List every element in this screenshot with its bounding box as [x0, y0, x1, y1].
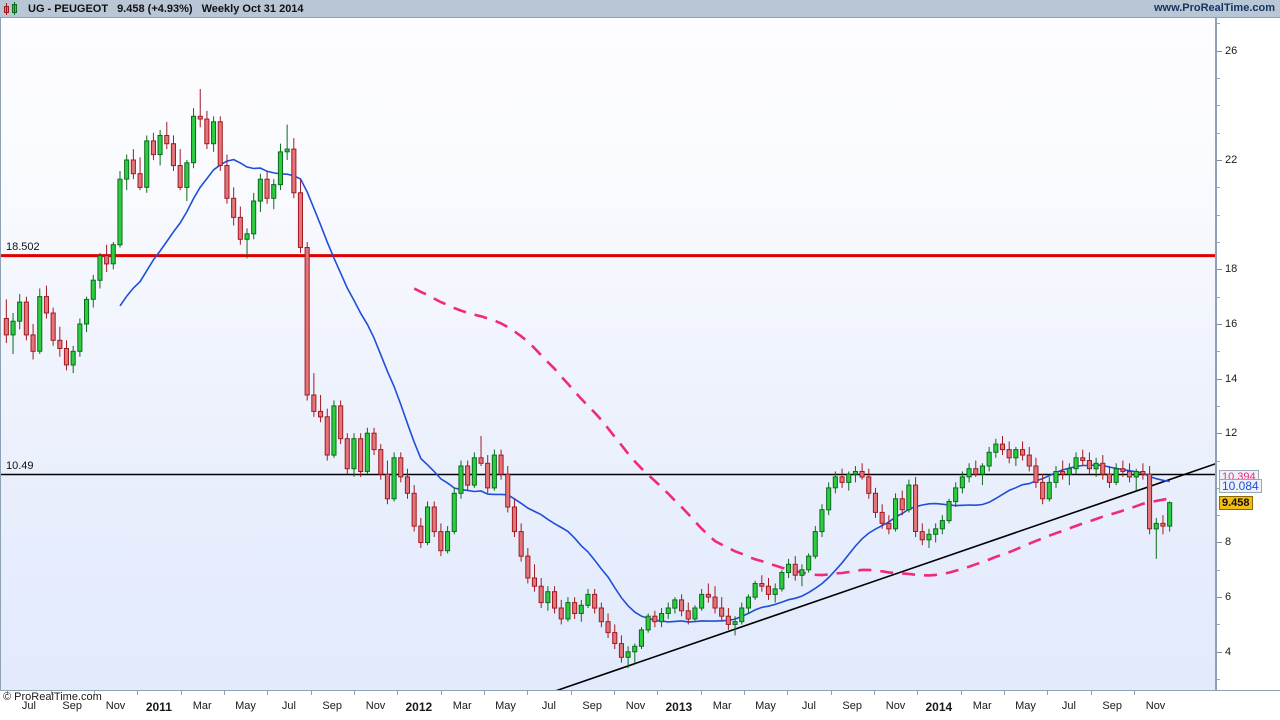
chart-plot-area[interactable]: 18.502 10.49 — [0, 18, 1216, 690]
date-tick-Sep: Sep — [322, 700, 342, 712]
date-tick-Mar: Mar — [712, 700, 732, 712]
date-separator — [93, 691, 95, 695]
date-separator — [743, 691, 745, 695]
date-separator — [50, 691, 52, 695]
chart-title: UG - PEUGEOT 9.458 (+4.93%) Weekly Oct 31 … — [28, 3, 304, 15]
date-tick-2013: 2013 — [665, 700, 693, 714]
date-tick-Nov: Nov — [105, 700, 126, 712]
price-minor-tick — [1217, 132, 1220, 134]
date-separator — [830, 691, 832, 695]
date-separator — [353, 691, 355, 695]
date-separator — [570, 691, 572, 695]
price-minor-tick — [1217, 23, 1220, 25]
date-separator — [7, 691, 9, 695]
price-minor-tick — [1217, 351, 1220, 353]
resistance-level-label: 18.502 — [6, 240, 40, 253]
date-separator — [1047, 691, 1049, 695]
symbol-label: UG - PEUGEOT — [28, 2, 109, 15]
price-minor-tick — [1217, 624, 1220, 626]
date-separator — [960, 691, 962, 695]
date-separator — [527, 691, 529, 695]
date-tick-May: May — [235, 700, 256, 712]
price-minor-tick — [1217, 78, 1220, 80]
timeframe-label: Weekly — [201, 2, 240, 15]
date-separator — [310, 691, 312, 695]
date-tick-May: May — [755, 700, 776, 712]
date-separator — [1133, 691, 1135, 695]
date-tick-2011: 2011 — [145, 700, 172, 714]
date-tick-2014: 2014 — [925, 700, 953, 714]
copyright-label: © ProRealTime.com — [3, 691, 102, 703]
price-minor-tick — [1217, 105, 1220, 107]
price-axis[interactable]: 26 22 18 16 14 12 8 6 4 10.394 10.084 9.458 — [1216, 18, 1280, 690]
date-tick-Nov: Nov — [1145, 700, 1166, 712]
date-tick-May: May — [1015, 700, 1036, 712]
price-minor-tick — [1217, 460, 1220, 462]
candlestick-icon — [3, 2, 21, 15]
price-minor-tick — [1217, 405, 1220, 407]
date-tick-Jul: Jul — [1061, 700, 1076, 712]
last-price-label: 9.458 — [117, 2, 145, 15]
date-separator — [397, 691, 399, 695]
date-axis[interactable]: Jul Sep Nov 2011 Mar May Jul Sep Nov 2012 Mar May Ju… — [0, 690, 1280, 720]
date-tick-Sep: Sep — [842, 700, 862, 712]
price-minor-tick — [1217, 487, 1220, 489]
date-separator — [137, 691, 139, 695]
date-separator — [1090, 691, 1092, 695]
date-tick-Jul: Jul — [281, 700, 296, 712]
ma50-value-tag[interactable]: 10.084 — [1219, 478, 1262, 493]
date-separator — [440, 691, 442, 695]
date-tick-Jul: Jul — [541, 700, 556, 712]
date-separator — [657, 691, 659, 695]
date-tick-Sep: Sep — [62, 700, 82, 712]
price-minor-tick — [1217, 242, 1220, 243]
date-separator — [483, 691, 485, 695]
date-separator — [223, 691, 225, 695]
date-separator — [787, 691, 789, 695]
price-minor-tick — [1217, 296, 1220, 298]
date-tick-Nov: Nov — [625, 700, 646, 712]
date-separator — [873, 691, 875, 695]
price-minor-tick — [1217, 679, 1220, 681]
date-tick-May: May — [495, 700, 516, 712]
date-tick-Nov: Nov — [365, 700, 386, 712]
date-tick-Sep: Sep — [1102, 700, 1122, 712]
chart-header-bar: UG - PEUGEOT 9.458 (+4.93%) Weekly Oct 31 … — [0, 0, 1280, 18]
price-minor-tick — [1217, 569, 1220, 571]
date-tick-Mar: Mar — [972, 700, 992, 712]
watermark-label: www.ProRealTime.com — [1153, 2, 1275, 14]
support-level-label: 10.49 — [6, 460, 34, 473]
price-minor-tick — [1217, 214, 1220, 216]
price-minor-tick — [1217, 515, 1220, 517]
date-separator — [180, 691, 182, 695]
price-minor-tick — [1217, 187, 1220, 189]
date-separator — [1003, 691, 1005, 695]
date-tick-Jul: Jul — [21, 700, 36, 712]
date-tick-Mar: Mar — [192, 700, 212, 712]
date-separator — [917, 691, 919, 695]
date-separator — [613, 691, 615, 695]
date-tick-Jul: Jul — [801, 700, 816, 712]
date-tick-Sep: Sep — [582, 700, 602, 712]
last-price-tag[interactable]: 9.458 — [1219, 495, 1253, 510]
date-tick-2012: 2012 — [405, 700, 433, 714]
date-label: Oct 31 2014 — [242, 2, 304, 15]
date-separator — [267, 691, 269, 695]
date-tick-Mar: Mar — [452, 700, 472, 712]
date-separator — [700, 691, 702, 695]
change-label: (+4.93%) — [147, 2, 193, 15]
chart-canvas — [1, 89, 1215, 690]
date-tick-Nov: Nov — [885, 700, 906, 712]
